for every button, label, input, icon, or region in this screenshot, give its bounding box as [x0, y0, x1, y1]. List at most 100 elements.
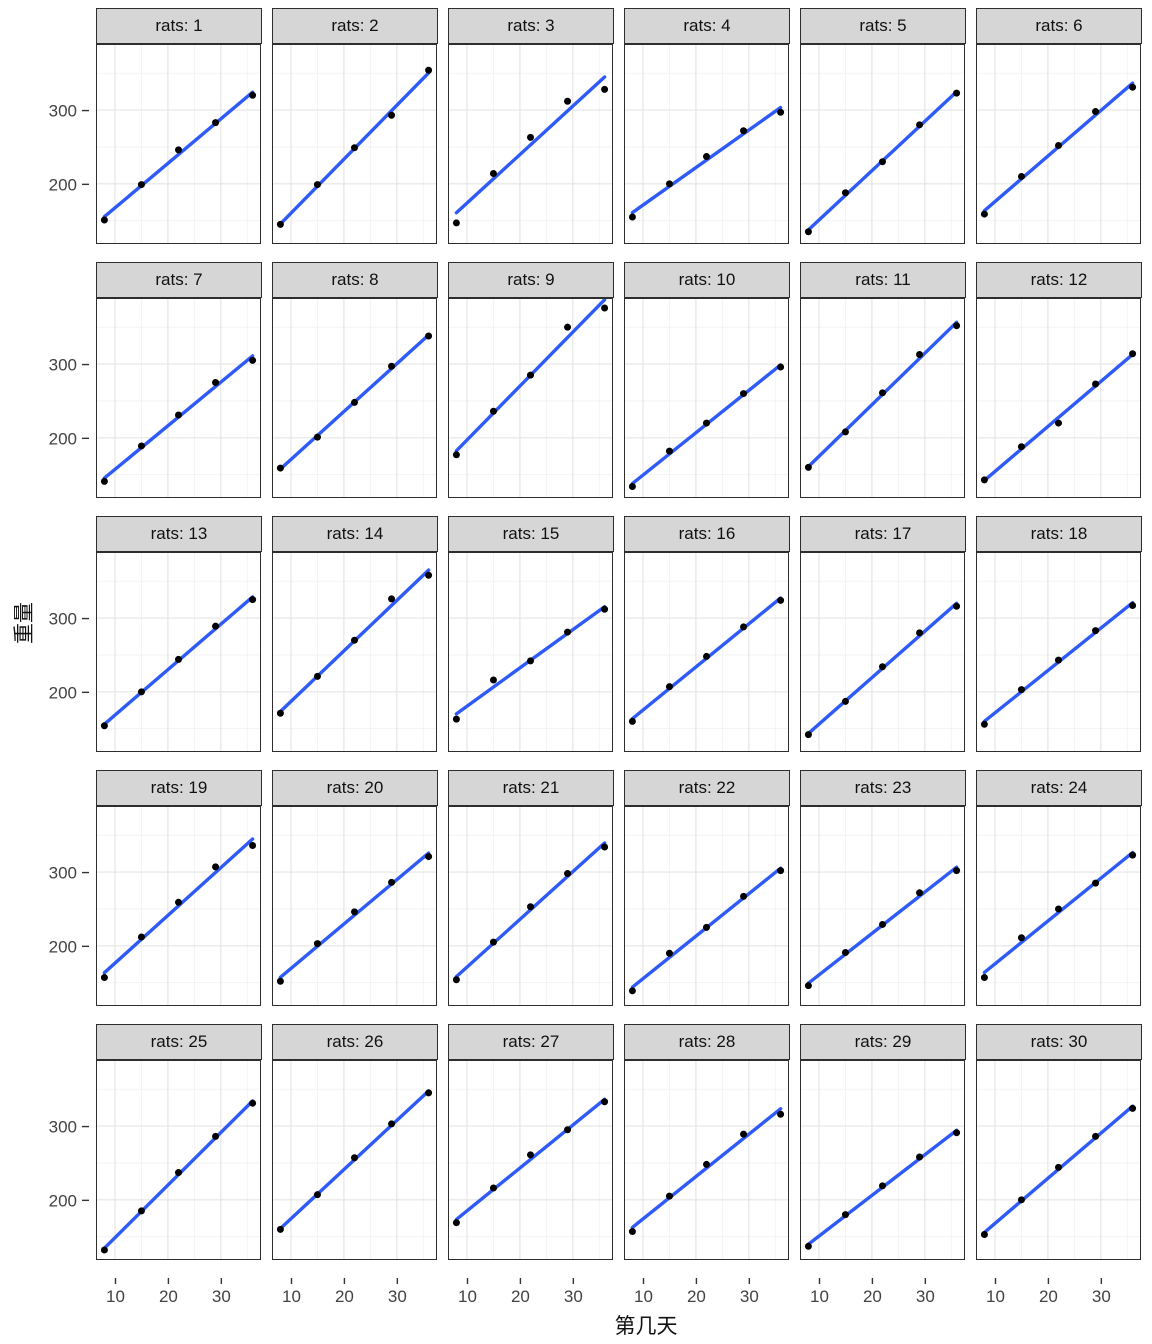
data-point: [1129, 1104, 1137, 1112]
facet-panel-17: rats: 17: [800, 516, 966, 752]
facet-panel-25: rats: 25: [96, 1024, 262, 1260]
x-tick-label: 10: [634, 1287, 653, 1306]
facet-plot-area: [624, 298, 789, 498]
facet-strip-label: rats: 15: [448, 516, 614, 552]
facet-panel-11: rats: 11: [800, 262, 966, 498]
facet-panel-3: rats: 3: [448, 8, 614, 244]
y-axis-ticks: 200 300: [49, 356, 89, 448]
data-point: [1055, 656, 1062, 664]
facet-strip-label: rats: 8: [272, 262, 438, 298]
facet-plot-area: [624, 806, 789, 1006]
facet-strip-label: rats: 4: [624, 8, 790, 44]
data-point: [703, 652, 710, 660]
data-point: [1092, 879, 1100, 887]
data-point: [879, 158, 886, 166]
data-point: [777, 596, 785, 604]
y-tick-label: 200: [49, 175, 77, 194]
data-point: [388, 878, 396, 886]
data-point: [1017, 172, 1025, 180]
data-point: [564, 323, 572, 331]
data-point: [980, 720, 988, 728]
data-point: [665, 180, 673, 188]
data-point: [628, 717, 636, 725]
facet-plot-area: [272, 806, 437, 1006]
data-point: [452, 976, 460, 984]
facet-strip-label: rats: 30: [976, 1024, 1142, 1060]
data-point: [916, 889, 924, 897]
y-axis-area: 重量: [8, 8, 38, 1344]
data-point: [740, 390, 748, 398]
plot-main-area: 200 300 rats: 1 rats: 2 rats: 3 rats: 4 rats: …: [38, 8, 1152, 1344]
data-point: [212, 379, 220, 387]
data-point: [777, 108, 785, 116]
facet-strip-label: rats: 22: [624, 770, 790, 806]
x-tick-label: 30: [212, 1287, 231, 1306]
data-point: [212, 1132, 220, 1140]
data-point: [841, 189, 849, 197]
facet-plot-area: [976, 806, 1141, 1006]
data-point: [1055, 1163, 1062, 1171]
data-point: [489, 407, 497, 415]
facet-strip-label: rats: 28: [624, 1024, 790, 1060]
data-point: [425, 66, 433, 74]
data-point: [175, 898, 182, 906]
data-point: [249, 842, 257, 850]
facet-plot-area: [272, 44, 437, 244]
facet-row: 200 300 rats: 25 rats: 26 rats: 27 rats: 28 ra…: [38, 1024, 1152, 1261]
y-axis-ticks: 200 300: [49, 102, 89, 194]
data-point: [1129, 83, 1137, 91]
x-tick-label: 30: [1092, 1287, 1111, 1306]
facet-panel-4: rats: 4: [624, 8, 790, 244]
facet-plot-area: [272, 298, 437, 498]
data-point: [1017, 686, 1025, 694]
facet-plot-area: [976, 1060, 1141, 1260]
data-point: [276, 977, 284, 985]
facet-strip-label: rats: 29: [800, 1024, 966, 1060]
data-point: [313, 1191, 321, 1199]
data-point: [980, 210, 988, 218]
data-point: [527, 1151, 534, 1159]
facet-plot-area: [624, 552, 789, 752]
data-point: [601, 304, 609, 312]
data-point: [1129, 851, 1137, 859]
facet-strip-label: rats: 3: [448, 8, 614, 44]
facet-panel-22: rats: 22: [624, 770, 790, 1006]
facet-strip-label: rats: 9: [448, 262, 614, 298]
facet-plot-area: [96, 298, 261, 498]
facet-panel-26: rats: 26: [272, 1024, 438, 1260]
data-point: [564, 1126, 572, 1134]
data-point: [879, 663, 886, 671]
data-point: [1017, 934, 1025, 942]
facet-strip-label: rats: 14: [272, 516, 438, 552]
data-point: [276, 1225, 284, 1233]
x-tick-label: 20: [335, 1287, 354, 1306]
data-point: [249, 596, 257, 604]
facet-plot-area: [448, 298, 613, 498]
data-point: [489, 1184, 497, 1192]
facet-plot-area: [800, 1060, 965, 1260]
facet-panel-15: rats: 15: [448, 516, 614, 752]
data-point: [804, 1242, 812, 1250]
data-point: [249, 91, 257, 99]
data-point: [100, 477, 108, 485]
data-point: [703, 153, 710, 161]
x-tick-label: 30: [916, 1287, 935, 1306]
data-point: [527, 903, 534, 911]
data-point: [804, 982, 812, 990]
data-point: [425, 332, 433, 340]
facet-plot-area: [96, 1060, 261, 1260]
facet-panel-14: rats: 14: [272, 516, 438, 752]
data-point: [212, 863, 220, 871]
facet-plot-area: [976, 552, 1141, 752]
data-point: [175, 1169, 182, 1177]
y-tick-label: 300: [49, 102, 77, 121]
facet-plot-area: [96, 806, 261, 1006]
facet-strip-label: rats: 6: [976, 8, 1142, 44]
data-point: [1055, 141, 1062, 149]
x-tick-label: 20: [687, 1287, 706, 1306]
facet-strip-label: rats: 20: [272, 770, 438, 806]
data-point: [100, 1246, 108, 1254]
data-point: [212, 622, 220, 630]
x-tick-label: 10: [106, 1287, 125, 1306]
facet-panel-10: rats: 10: [624, 262, 790, 498]
